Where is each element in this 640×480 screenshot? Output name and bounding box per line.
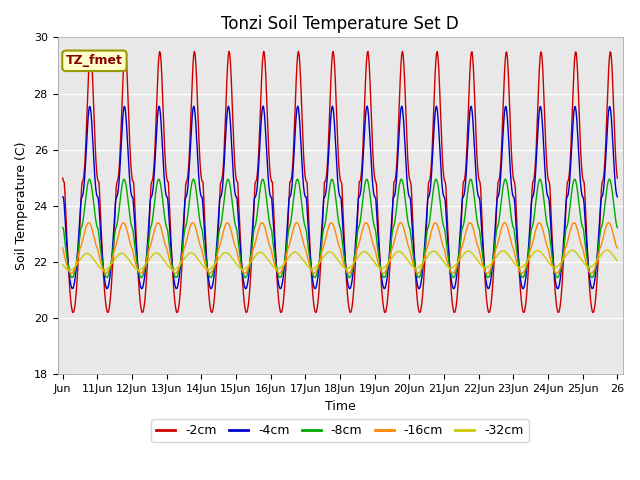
X-axis label: Time: Time [324,400,355,413]
-4cm [124,144,132,150]
-16cm [59,245,67,251]
-32cm [429,249,436,254]
Title: Tonzi Soil Temperature Set D: Tonzi Soil Temperature Set D [221,15,459,33]
-16cm [68,270,76,276]
-4cm [294,103,301,109]
Line: -2cm: -2cm [63,51,618,312]
-32cm [398,250,406,256]
-32cm [614,258,621,264]
Line: -8cm: -8cm [63,179,618,277]
-2cm [294,48,302,54]
-32cm [254,251,262,256]
-8cm [275,272,282,277]
-2cm [253,172,261,178]
-8cm [588,275,596,280]
Line: -4cm: -4cm [63,106,618,289]
-4cm [59,194,67,200]
-2cm [430,108,438,114]
-4cm [614,194,621,200]
-8cm [605,176,613,182]
-2cm [399,48,406,54]
Text: TZ_fmet: TZ_fmet [66,54,123,67]
-16cm [429,223,436,229]
-8cm [226,181,234,187]
-16cm [227,226,234,231]
-4cm [275,279,282,285]
-16cm [254,229,262,235]
-16cm [614,245,621,251]
-2cm [275,292,282,298]
-4cm [226,111,234,117]
-32cm [66,267,74,273]
-32cm [275,266,283,272]
-8cm [397,177,405,182]
-4cm [311,286,319,292]
-4cm [253,184,261,190]
-16cm [605,220,612,226]
Legend: -2cm, -4cm, -8cm, -16cm, -32cm: -2cm, -4cm, -8cm, -16cm, -32cm [152,420,529,442]
-16cm [398,221,406,227]
-8cm [428,196,436,202]
-2cm [124,89,132,95]
-8cm [124,195,132,201]
-2cm [59,175,67,181]
-16cm [125,233,132,239]
Line: -16cm: -16cm [63,223,618,273]
-8cm [59,225,67,230]
-4cm [399,107,406,112]
-32cm [125,257,132,263]
-32cm [227,253,234,259]
-2cm [614,175,621,181]
-2cm [226,51,234,57]
-2cm [277,310,285,315]
-8cm [614,225,621,230]
-32cm [59,262,67,267]
Y-axis label: Soil Temperature (C): Soil Temperature (C) [15,142,28,270]
Line: -32cm: -32cm [63,250,618,270]
-16cm [275,270,283,276]
-4cm [430,132,438,138]
-8cm [253,211,261,216]
-32cm [604,247,611,253]
